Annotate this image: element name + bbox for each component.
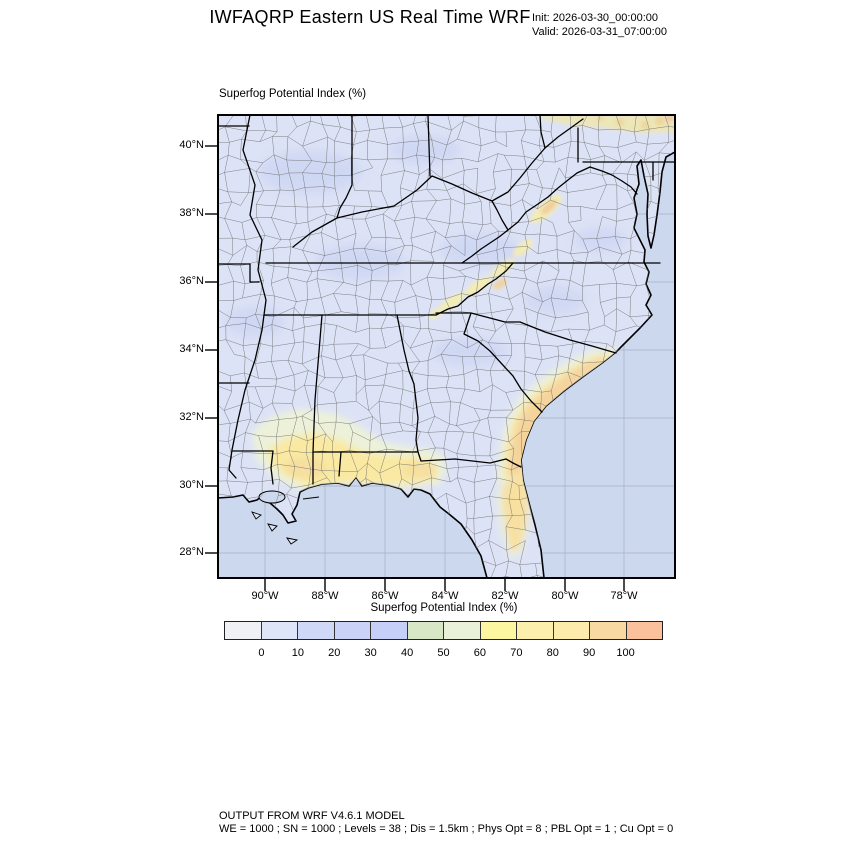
colorbar-cell xyxy=(225,622,262,639)
valid-time: Valid: 2026-03-31_07:00:00 xyxy=(532,26,667,38)
colorbar-tick-label: 0 xyxy=(258,647,265,659)
colorbar-tick-label: 100 xyxy=(616,647,635,659)
gulf-islands xyxy=(251,496,320,545)
lon-tick-label: 84°W xyxy=(431,590,459,602)
colorbar-tick-label: 10 xyxy=(291,647,304,659)
lat-tick-label: 32°N xyxy=(179,411,204,423)
colorbar-tick-label: 40 xyxy=(400,647,414,659)
colorbar-tick-label: 80 xyxy=(546,647,559,659)
colorbar-tick-label: 70 xyxy=(510,647,523,659)
lat-tick-label: 34°N xyxy=(179,343,204,355)
model-config: WE = 1000 ; SN = 1000 ; Levels = 38 ; Di… xyxy=(219,823,674,835)
colorbar-tick-label: 60 xyxy=(473,647,487,659)
lat-tick-label: 30°N xyxy=(179,479,204,491)
colorbar-cell xyxy=(444,622,481,639)
state-boundaries xyxy=(218,115,675,485)
lat-tick-label: 40°N xyxy=(179,139,204,151)
lat-tick-label: 36°N xyxy=(179,275,204,287)
colorbar-cell xyxy=(298,622,335,639)
colorbar-tick-label: 50 xyxy=(437,647,450,659)
lon-tick-label: 82°W xyxy=(491,590,519,602)
lake-pontchartrain xyxy=(258,490,286,504)
colorbar-cell xyxy=(371,622,408,639)
map-frame xyxy=(217,114,676,579)
colorbar-tick-label: 90 xyxy=(583,647,596,659)
colorbar-cell xyxy=(261,622,298,639)
colorbar-cell xyxy=(517,622,554,639)
field-title: Superfog Potential Index (%) xyxy=(219,88,367,100)
lon-tick-label: 86°W xyxy=(371,590,399,602)
lon-tick-label: 80°W xyxy=(551,590,579,602)
lon-tick-label: 88°W xyxy=(311,590,339,602)
colorbar-cell xyxy=(480,622,517,639)
run-times: Init: 2026-03-30_00:00:00 Valid: 2026-03… xyxy=(532,11,667,39)
colorbar-tick-label: 30 xyxy=(364,647,377,659)
colorbar-cell xyxy=(334,622,371,639)
page-title: IWFAQRP Eastern US Real Time WRF xyxy=(209,7,531,27)
colorbar xyxy=(224,621,663,640)
lat-tick-label: 28°N xyxy=(179,546,204,558)
colorbar-cell xyxy=(407,622,444,639)
pa-speckles xyxy=(540,115,675,133)
colorbar-cell xyxy=(626,622,662,639)
colorbar-title: Superfog Potential Index (%) xyxy=(370,602,518,614)
model-note: OUTPUT FROM WRF V4.6.1 MODEL xyxy=(219,810,405,822)
lat-tick-label: 38°N xyxy=(179,207,204,219)
lon-tick-label: 90°W xyxy=(251,590,279,602)
init-time: Init: 2026-03-30_00:00:00 xyxy=(532,12,658,24)
lon-tick-label: 78°W xyxy=(610,590,638,602)
colorbar-cell xyxy=(590,622,627,639)
axis-ticks xyxy=(205,145,625,591)
colorbar-cell xyxy=(553,622,590,639)
colorbar-tick-label: 20 xyxy=(328,647,341,659)
